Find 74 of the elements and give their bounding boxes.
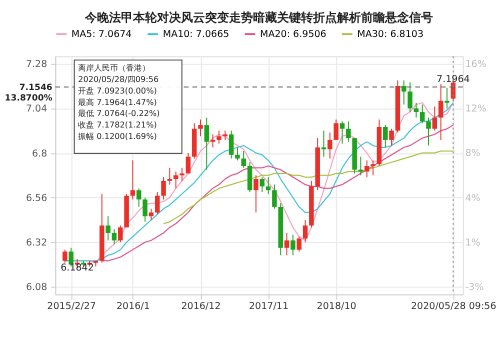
candlestick <box>130 160 136 200</box>
x-tick-label: 2015/2/27 <box>47 301 96 312</box>
candlestick <box>106 216 110 241</box>
legend-label: MA10: 7.0665 <box>162 28 230 40</box>
chart-title: 今晚法甲本轮对决风云突变走势暗藏关键转折点解析前瞻悬念信号 <box>84 10 434 24</box>
candlestick <box>254 174 258 213</box>
candlestick <box>284 232 290 256</box>
candlestick <box>382 124 388 148</box>
annotation: 最高 7.1964(1.47%) <box>78 96 157 107</box>
candlestick <box>204 117 210 170</box>
candlestick <box>62 249 68 264</box>
y2-tick-label: 16% <box>465 58 486 70</box>
annotation: 开盘 7.0923(0.00%) <box>78 85 157 96</box>
y2-tick-label: -3% <box>465 282 484 294</box>
annotation: 6.1842 <box>60 262 94 274</box>
candlestick <box>142 197 148 222</box>
x-tick-label: 2016/12 <box>181 301 221 312</box>
candlestick <box>420 104 425 124</box>
candlestick <box>180 167 184 182</box>
annotation: 2020/05/28/四09:56 <box>78 74 159 84</box>
y-tick-label: 7.04 <box>26 104 48 115</box>
candlestick <box>272 184 277 210</box>
candlestick <box>167 167 172 186</box>
candlestick <box>370 160 376 176</box>
candlestick <box>334 119 338 140</box>
candlestick <box>438 84 444 140</box>
y2-tick-label: 8% <box>465 148 480 160</box>
y2-tick-label: 1% <box>465 238 480 249</box>
candlestick <box>290 234 296 256</box>
candlestick <box>186 152 191 174</box>
x-tick-label: 2017/11 <box>249 301 289 312</box>
annotation: 振幅 0.1200(1.69%) <box>78 131 157 142</box>
candlestick <box>432 106 438 132</box>
annotation: 收盘 7.1782(1.21%) <box>78 120 157 130</box>
candlestick <box>408 82 412 113</box>
candlestick <box>210 134 216 148</box>
legend-label: MA30: 6.8103 <box>357 28 424 40</box>
x-tick-label: 2020/05/28 09:56 <box>410 301 496 312</box>
legend-label: MA20: 6.9506 <box>260 28 326 40</box>
y2-tick-label: 12% <box>465 104 486 115</box>
candlestick <box>340 120 345 144</box>
annotation: 离岸人民币（香港） <box>78 62 150 73</box>
candlestick <box>346 120 351 142</box>
candlestick <box>161 176 166 200</box>
candlestick <box>154 192 160 215</box>
candlestick <box>241 150 246 168</box>
y-tick-label: 6.32 <box>26 238 48 249</box>
y2-tick-label: 4% <box>465 192 480 204</box>
candlestick <box>112 228 117 245</box>
candlestick <box>198 119 203 137</box>
line-series <box>162 150 454 224</box>
x-tick-label: 2018/10 <box>316 301 356 312</box>
legend-label: MA5: 7.0674 <box>71 28 132 40</box>
x-tick-label: 2016/1 <box>116 301 150 312</box>
y-tick-label: 6.56 <box>26 192 48 204</box>
candlestick <box>136 188 142 208</box>
candlestick <box>228 130 234 160</box>
candlestick <box>389 128 394 146</box>
annotation: 最低 7.0764(-0.22%) <box>78 108 160 118</box>
candlestick <box>296 236 302 252</box>
candlestick <box>235 146 240 161</box>
candlestick <box>358 156 364 176</box>
annotation: 7.1964 <box>436 74 470 86</box>
candlestick <box>302 219 308 243</box>
y-tick-label: 7.28 <box>26 59 48 70</box>
candlestick <box>118 225 123 243</box>
ref-line-label: 7.1546 13.8700% <box>4 82 53 104</box>
y-tick-label: 6.8 <box>32 148 48 160</box>
candlestick <box>216 130 222 144</box>
candlestick <box>328 132 332 160</box>
candlestick <box>426 117 431 146</box>
candlestick <box>260 176 265 192</box>
candlestick <box>364 160 370 178</box>
y-tick-label: 6.08 <box>26 282 48 294</box>
